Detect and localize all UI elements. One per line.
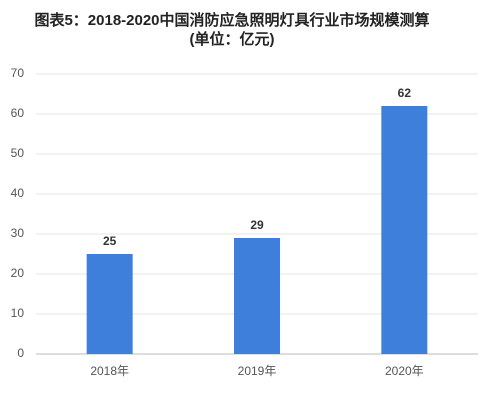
y-tick-label: 30 xyxy=(11,226,25,240)
y-tick-label: 0 xyxy=(17,346,24,360)
value-label: 29 xyxy=(250,218,264,232)
y-tick-label: 60 xyxy=(11,106,25,120)
value-label: 25 xyxy=(103,234,117,248)
y-tick-label: 10 xyxy=(11,306,25,320)
x-tick-label: 2020年 xyxy=(385,364,424,378)
chart-title: 图表5：2018-2020中国消防应急照明灯具行业市场规模测算 xyxy=(34,11,429,29)
x-tick-label: 2018年 xyxy=(90,364,129,378)
y-tick-label: 20 xyxy=(11,266,25,280)
value-label: 62 xyxy=(398,86,412,100)
bar xyxy=(234,238,280,354)
bar xyxy=(381,106,428,354)
y-tick-label: 40 xyxy=(11,186,25,200)
x-tick-label: 2019年 xyxy=(238,364,277,378)
y-tick-label: 70 xyxy=(11,66,25,80)
y-tick-label: 50 xyxy=(11,146,25,160)
bar xyxy=(86,254,133,354)
chart-subtitle: (单位：亿元) xyxy=(190,30,275,48)
